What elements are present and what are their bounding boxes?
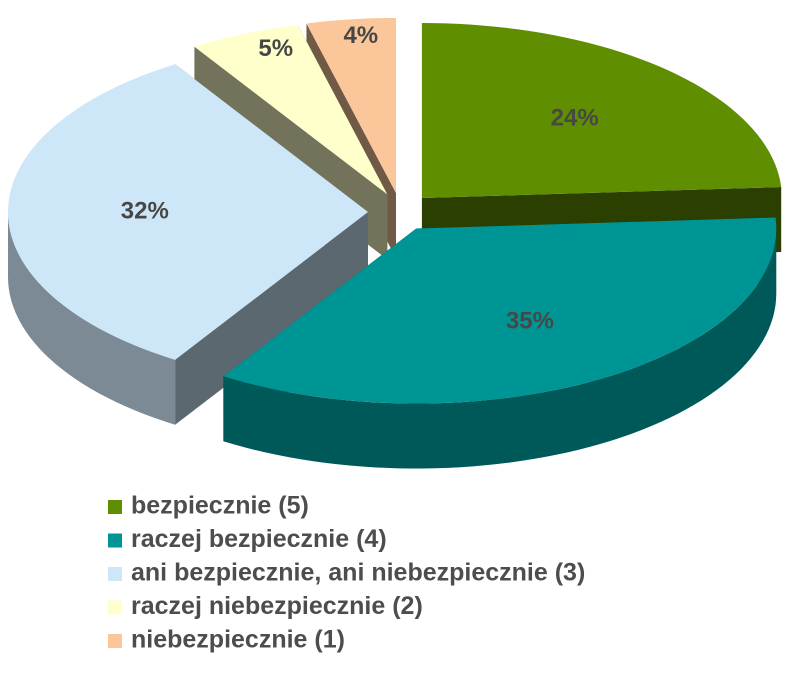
slice-top <box>8 64 368 360</box>
legend-swatch <box>108 634 122 648</box>
legend-label: niebezpiecznie (1) <box>131 626 345 654</box>
slice-side <box>175 212 368 425</box>
legend-swatch <box>108 533 122 548</box>
slice-top <box>421 23 782 199</box>
legend-label: ani bezpiecznie, ani niebezpiecznie (3) <box>131 559 585 587</box>
legend-swatch <box>108 600 122 615</box>
legend-swatch <box>108 567 122 581</box>
legend-swatch <box>108 500 122 514</box>
data-label: 5% <box>258 35 293 62</box>
slice: 35% <box>223 217 777 469</box>
slice-top <box>194 24 388 195</box>
data-label: 4% <box>343 22 378 49</box>
slice-top <box>306 17 396 193</box>
data-label: 32% <box>121 197 169 224</box>
data-label: 35% <box>506 307 554 334</box>
legend-label: raczej bezpiecznie (4) <box>131 525 387 553</box>
data-label: 24% <box>551 104 599 131</box>
slice-top <box>223 217 777 404</box>
legend-label: raczej niebezpiecznie (2) <box>131 592 423 620</box>
slice-side <box>8 212 176 425</box>
slice: 32% <box>8 64 368 425</box>
slice-side <box>223 228 777 469</box>
legend-label: bezpiecznie (5) <box>131 492 309 520</box>
